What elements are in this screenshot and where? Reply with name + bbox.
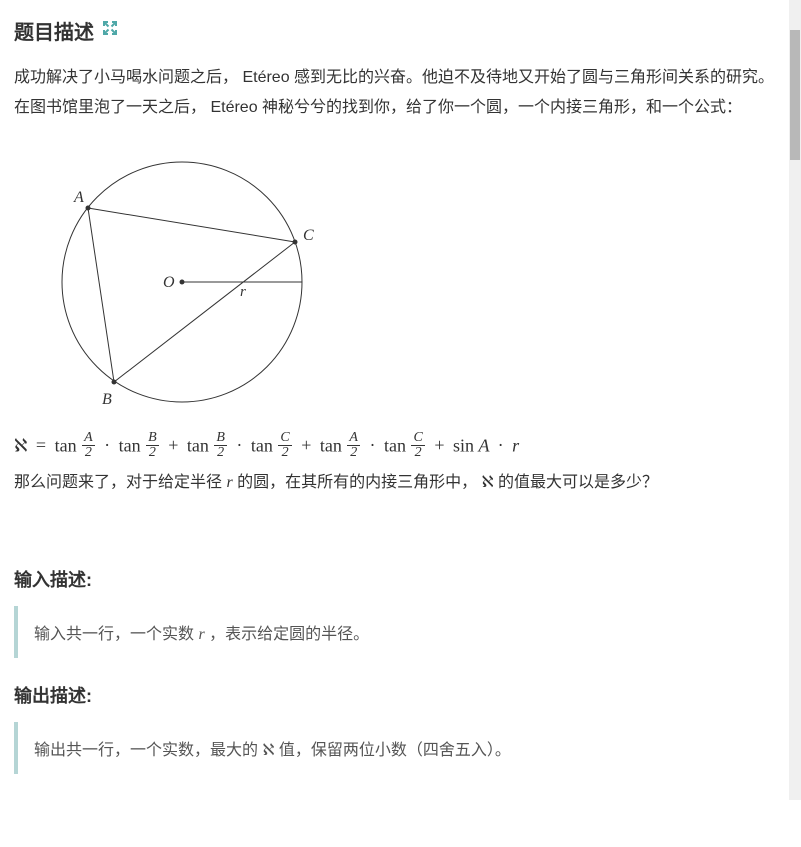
label-a: A — [73, 189, 84, 206]
question-text: 那么问题来了，对于给定半径 r 的圆，在其所有的内接三角形中， ℵ 的值最大可以… — [14, 468, 781, 498]
section-title: 题目描述 — [14, 16, 781, 45]
scrollbar-thumb[interactable] — [790, 30, 800, 160]
output-title: 输出描述: — [14, 682, 781, 708]
point-a — [86, 205, 91, 210]
edge-ab — [88, 208, 114, 382]
input-description: 输入共一行，一个实数 r ，表示给定圆的半径。 — [14, 606, 781, 658]
aleph-symbol: ℵ — [14, 435, 27, 455]
label-o: O — [163, 274, 175, 291]
edge-bc — [114, 242, 295, 382]
label-c: C — [303, 227, 314, 244]
label-b: B — [102, 391, 112, 408]
point-o — [180, 279, 185, 284]
label-r: r — [240, 284, 246, 300]
point-c — [293, 239, 298, 244]
problem-content: 题目描述 成功解决了小马喝水问题之后， Etéreo 感到无比的兴奋。他迫不及待… — [0, 0, 801, 800]
triangle-circle-diagram: A B C O r — [42, 132, 781, 427]
point-b — [112, 379, 117, 384]
title-text: 题目描述 — [14, 16, 94, 45]
output-description: 输出共一行，一个实数，最大的 ℵ 值，保留两位小数（四舍五入）。 — [14, 722, 781, 774]
expand-icon[interactable] — [102, 20, 118, 41]
input-title: 输入描述: — [14, 566, 781, 592]
scrollbar-track[interactable] — [789, 0, 801, 800]
edge-ca — [88, 208, 295, 242]
description-paragraph: 成功解决了小马喝水问题之后， Etéreo 感到无比的兴奋。他迫不及待地又开始了… — [14, 63, 781, 124]
formula: ℵ = tan A2 · tan B2 + tan B2 · tan C2 + … — [14, 433, 781, 462]
